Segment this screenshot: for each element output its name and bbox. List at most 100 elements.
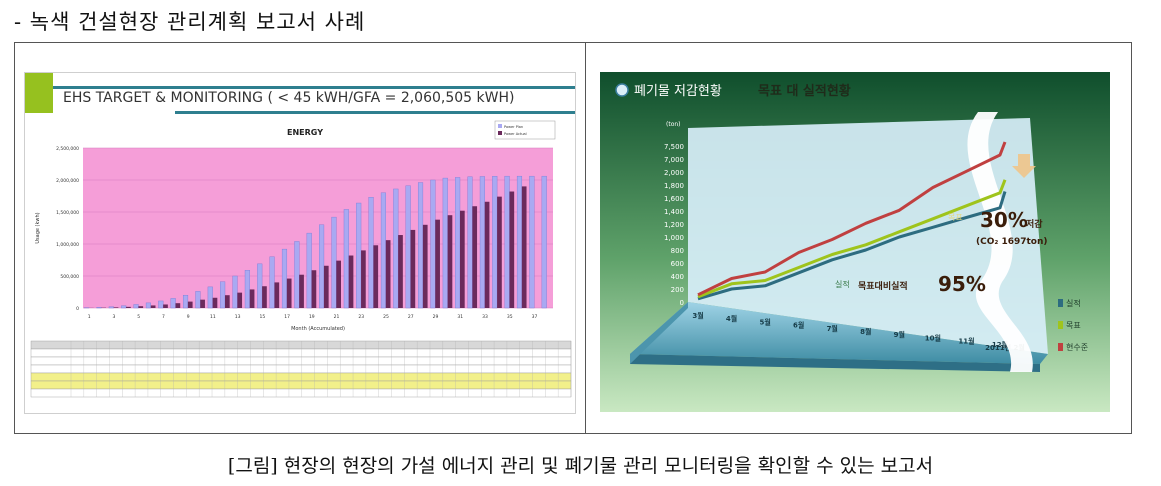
- bar-plan: [232, 275, 238, 309]
- bar-plan: [319, 224, 325, 309]
- x-axis-label: Month (Accumulated): [291, 326, 345, 332]
- reduction-pct: 30%: [980, 208, 1028, 232]
- bar-actual: [336, 260, 342, 308]
- table-row: [30, 348, 572, 358]
- bar-plan: [492, 176, 498, 309]
- bar-actual: [435, 219, 440, 308]
- bar-actual: [150, 305, 156, 308]
- bar-plan: [294, 241, 300, 309]
- scale-break-band: [967, 112, 1033, 372]
- achievement-label: 목표대비실적: [858, 280, 908, 292]
- legend-label: 목표: [1066, 321, 1081, 330]
- waste-reduction-slide: 폐기물 저감현황 목표 대 실적현황 0 200 400 600 800 1,000 1,200…: [600, 72, 1110, 412]
- bar-actual: [398, 235, 403, 308]
- legend-swatch: [1058, 321, 1063, 329]
- x-tick-label: 12월: [992, 340, 1008, 349]
- x-tick-label: 7: [162, 314, 165, 320]
- bar-plan: [158, 300, 164, 309]
- bar-plan: [430, 179, 436, 309]
- bar-actual: [200, 299, 205, 308]
- bar-plan: [442, 177, 448, 309]
- bar-plan: [257, 263, 263, 309]
- slide-title-part2: 목표 대 실적현황: [758, 83, 851, 99]
- x-tick-label: 33: [482, 314, 488, 320]
- bar-plan: [108, 306, 114, 309]
- bar-plan: [467, 176, 473, 309]
- x-tick-label: 29: [433, 314, 439, 320]
- table-row: [30, 340, 572, 350]
- y-tick-label: 400: [671, 273, 684, 281]
- bar-plan: [281, 248, 288, 309]
- x-tick-label: 25: [383, 314, 389, 320]
- bar-plan: [220, 281, 226, 309]
- bar-plan: [133, 304, 139, 309]
- bar-actual: [262, 286, 267, 308]
- x-tick-label: 1: [88, 314, 91, 320]
- y-tick-label: 2,000: [664, 169, 684, 177]
- table-row: [30, 364, 572, 374]
- y-tick-label: 500,000: [60, 274, 79, 280]
- energy-data-table: [30, 340, 572, 398]
- waste-chart: 폐기물 저감현황 목표 대 실적현황 0 200 400 600 800 1,000 1,200…: [600, 72, 1110, 412]
- x-tick-label: 11: [210, 314, 216, 320]
- ehs-slide-title: EHS TARGET & MONITORING ( < 45 kWH/GFA =…: [63, 90, 515, 106]
- bar-plan: [195, 291, 201, 309]
- actual-label: 실적: [835, 279, 850, 289]
- bar-plan: [306, 232, 312, 309]
- title-bullet-icon: [615, 83, 629, 97]
- y-tick-label: 600: [671, 260, 684, 268]
- bar-plan: [182, 294, 189, 309]
- y-tick-label: 1,800: [664, 182, 684, 190]
- legend-swatch: [498, 131, 502, 135]
- bar-plan: [393, 188, 399, 309]
- page-heading: - 녹색 건설현장 관리계획 보고서 사례: [14, 10, 366, 34]
- y-tick-label: 0: [76, 306, 79, 312]
- y-axis-unit: (ton): [666, 121, 681, 128]
- bar-actual: [113, 307, 119, 308]
- bar-actual: [459, 210, 465, 308]
- bar-plan: [504, 175, 510, 309]
- bar-actual: [447, 215, 453, 308]
- y-tick-label: 200: [671, 286, 684, 294]
- bar-actual: [410, 229, 416, 308]
- slide-title-part1: 폐기물 저감현황: [634, 84, 722, 99]
- bar-actual: [497, 196, 502, 308]
- chart-floor-edge: [630, 354, 1040, 372]
- slide-accent-line-top: [53, 86, 575, 89]
- chart-side-edge: [630, 302, 688, 364]
- x-tick-label: 3: [112, 314, 115, 320]
- bar-plan: [368, 197, 374, 309]
- legend-swatch: [1058, 299, 1063, 307]
- x-tick-label: 31: [457, 314, 463, 320]
- y-tick-label: 2,500,000: [56, 146, 79, 152]
- legend-box: [494, 120, 556, 140]
- x-tick-label: 17: [284, 314, 290, 320]
- x-tick-label: 13: [235, 314, 241, 320]
- bar-actual: [286, 278, 292, 308]
- x-tick-label: 9월: [894, 330, 905, 339]
- y-tick-label: 1,600: [664, 195, 684, 203]
- bar-plan: [244, 270, 250, 309]
- x-tick-label: 2011년 2월: [985, 343, 1025, 352]
- legend-label: 실적: [1066, 298, 1081, 308]
- frame-divider: [585, 43, 586, 433]
- x-tick-label: 3월: [692, 311, 703, 320]
- x-tick-label: 5월: [759, 317, 770, 326]
- bar-plan: [529, 175, 535, 309]
- achievement-pct: 95%: [938, 272, 986, 296]
- bar-actual: [163, 304, 168, 308]
- bar-plan: [516, 175, 523, 309]
- x-tick-label: 8월: [860, 327, 871, 336]
- bar-actual: [224, 295, 230, 308]
- table-row: [30, 388, 572, 398]
- legend-swatch: [498, 124, 502, 128]
- figure-frame: EHS TARGET & MONITORING ( < 45 kWH/GFA =…: [14, 42, 1132, 434]
- x-tick-label: 6월: [793, 321, 804, 330]
- bar-plan: [417, 182, 424, 309]
- chart-floor: [630, 302, 1048, 364]
- bar-actual: [422, 224, 428, 308]
- bar-actual: [138, 306, 144, 308]
- chart-title: ENERGY: [287, 128, 323, 137]
- y-tick-label: 7,500: [664, 143, 684, 151]
- bar-actual: [348, 255, 354, 308]
